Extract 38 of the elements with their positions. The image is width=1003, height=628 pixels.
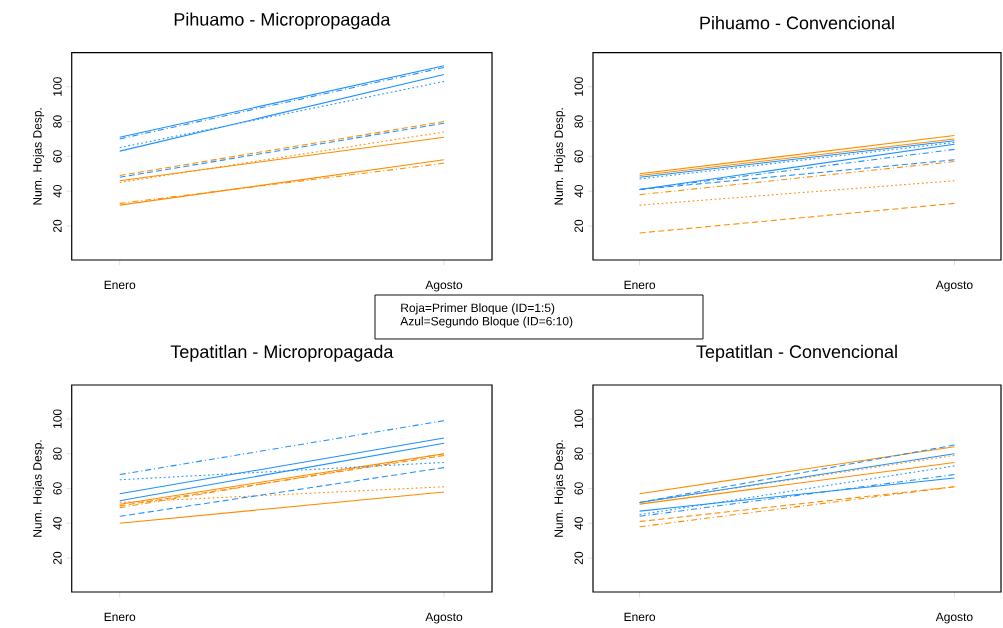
y-tick-label: 80 bbox=[53, 115, 62, 128]
chart-title: Pihuamo - Convencional bbox=[700, 16, 894, 30]
x-tick-label: Agosto bbox=[935, 612, 973, 624]
y-tick-label: 20 bbox=[53, 219, 62, 233]
y-tick-label: 60 bbox=[574, 482, 583, 495]
y-axis-title: Num. Hojas Desp. bbox=[554, 108, 566, 205]
x-tick-label: Agosto bbox=[935, 280, 973, 292]
y-tick-label: 20 bbox=[574, 219, 583, 233]
x-tick-label: Agosto bbox=[425, 280, 463, 292]
y-tick-label: 60 bbox=[53, 150, 62, 163]
chart-title: Pihuamo - Micropropagada bbox=[174, 12, 391, 30]
y-axis-title: Num. Hojas Desp. bbox=[32, 108, 45, 205]
x-tick-label: Enero bbox=[624, 280, 656, 290]
y-tick-label: 20 bbox=[574, 551, 583, 565]
y-tick-label: 100 bbox=[574, 409, 583, 429]
y-axis-title: Num. Hojas Desp. bbox=[32, 440, 45, 537]
y-tick-label: 40 bbox=[574, 517, 583, 530]
y-tick-label: 60 bbox=[53, 482, 62, 495]
text: Azul=Segundo Bloque (ID=6:10) bbox=[400, 316, 573, 328]
y-tick-label: 40 bbox=[574, 185, 583, 198]
x-tick-label: Agosto bbox=[425, 612, 463, 624]
x-tick-label: Enero bbox=[104, 280, 136, 290]
y-tick-label: 80 bbox=[53, 447, 62, 460]
y-tick-label: 80 bbox=[574, 115, 583, 128]
chart-title: Tepatitlan - Micropropagada bbox=[170, 344, 394, 362]
y-tick-label: 60 bbox=[574, 150, 583, 163]
y-tick-label: 100 bbox=[53, 409, 62, 429]
x-tick-label: Enero bbox=[104, 612, 136, 622]
text: Roja=Primer Bloque (ID=1:5) bbox=[401, 303, 555, 315]
y-tick-label: 100 bbox=[574, 77, 583, 96]
chart-title: Tepatitlan - Convencional bbox=[696, 344, 897, 362]
y-axis-title: Num. Hojas Desp. bbox=[554, 440, 566, 537]
y-tick-label: 100 bbox=[53, 77, 62, 96]
y-tick-label: 40 bbox=[53, 185, 62, 198]
y-tick-label: 40 bbox=[53, 517, 62, 530]
x-tick-label: Enero bbox=[624, 612, 656, 622]
y-tick-label: 20 bbox=[53, 551, 62, 565]
y-tick-label: 80 bbox=[574, 447, 583, 460]
